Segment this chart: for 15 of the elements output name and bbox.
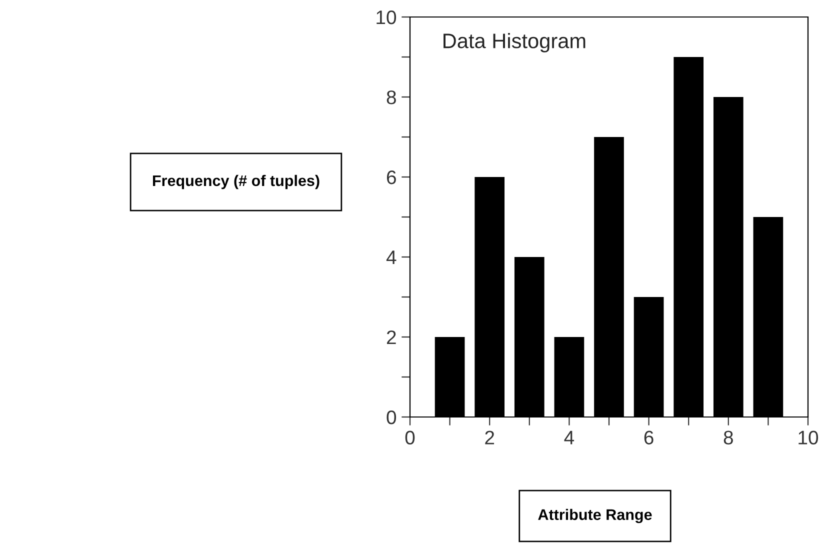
y-tick-label: 4 [386, 250, 396, 264]
y-tick-label: 10 [376, 10, 396, 24]
x-tick-label: 6 [644, 430, 654, 444]
y-axis-title: Frequency (# of tuples) [152, 174, 320, 190]
y-tick-label: 8 [386, 90, 396, 104]
y-tick-label: 0 [386, 410, 396, 424]
text: Data Histogram [444, 33, 586, 52]
y-tick-label: 2 [386, 330, 396, 344]
y-tick-label: 6 [386, 170, 396, 184]
x-tick-label: 4 [564, 430, 574, 444]
x-axis-title: Attribute Range [538, 508, 652, 524]
x-tick-label: 2 [485, 430, 494, 444]
x-tick-label: 0 [405, 430, 415, 444]
x-tick-label: 10 [798, 430, 818, 444]
x-tick-label: 8 [724, 430, 733, 444]
